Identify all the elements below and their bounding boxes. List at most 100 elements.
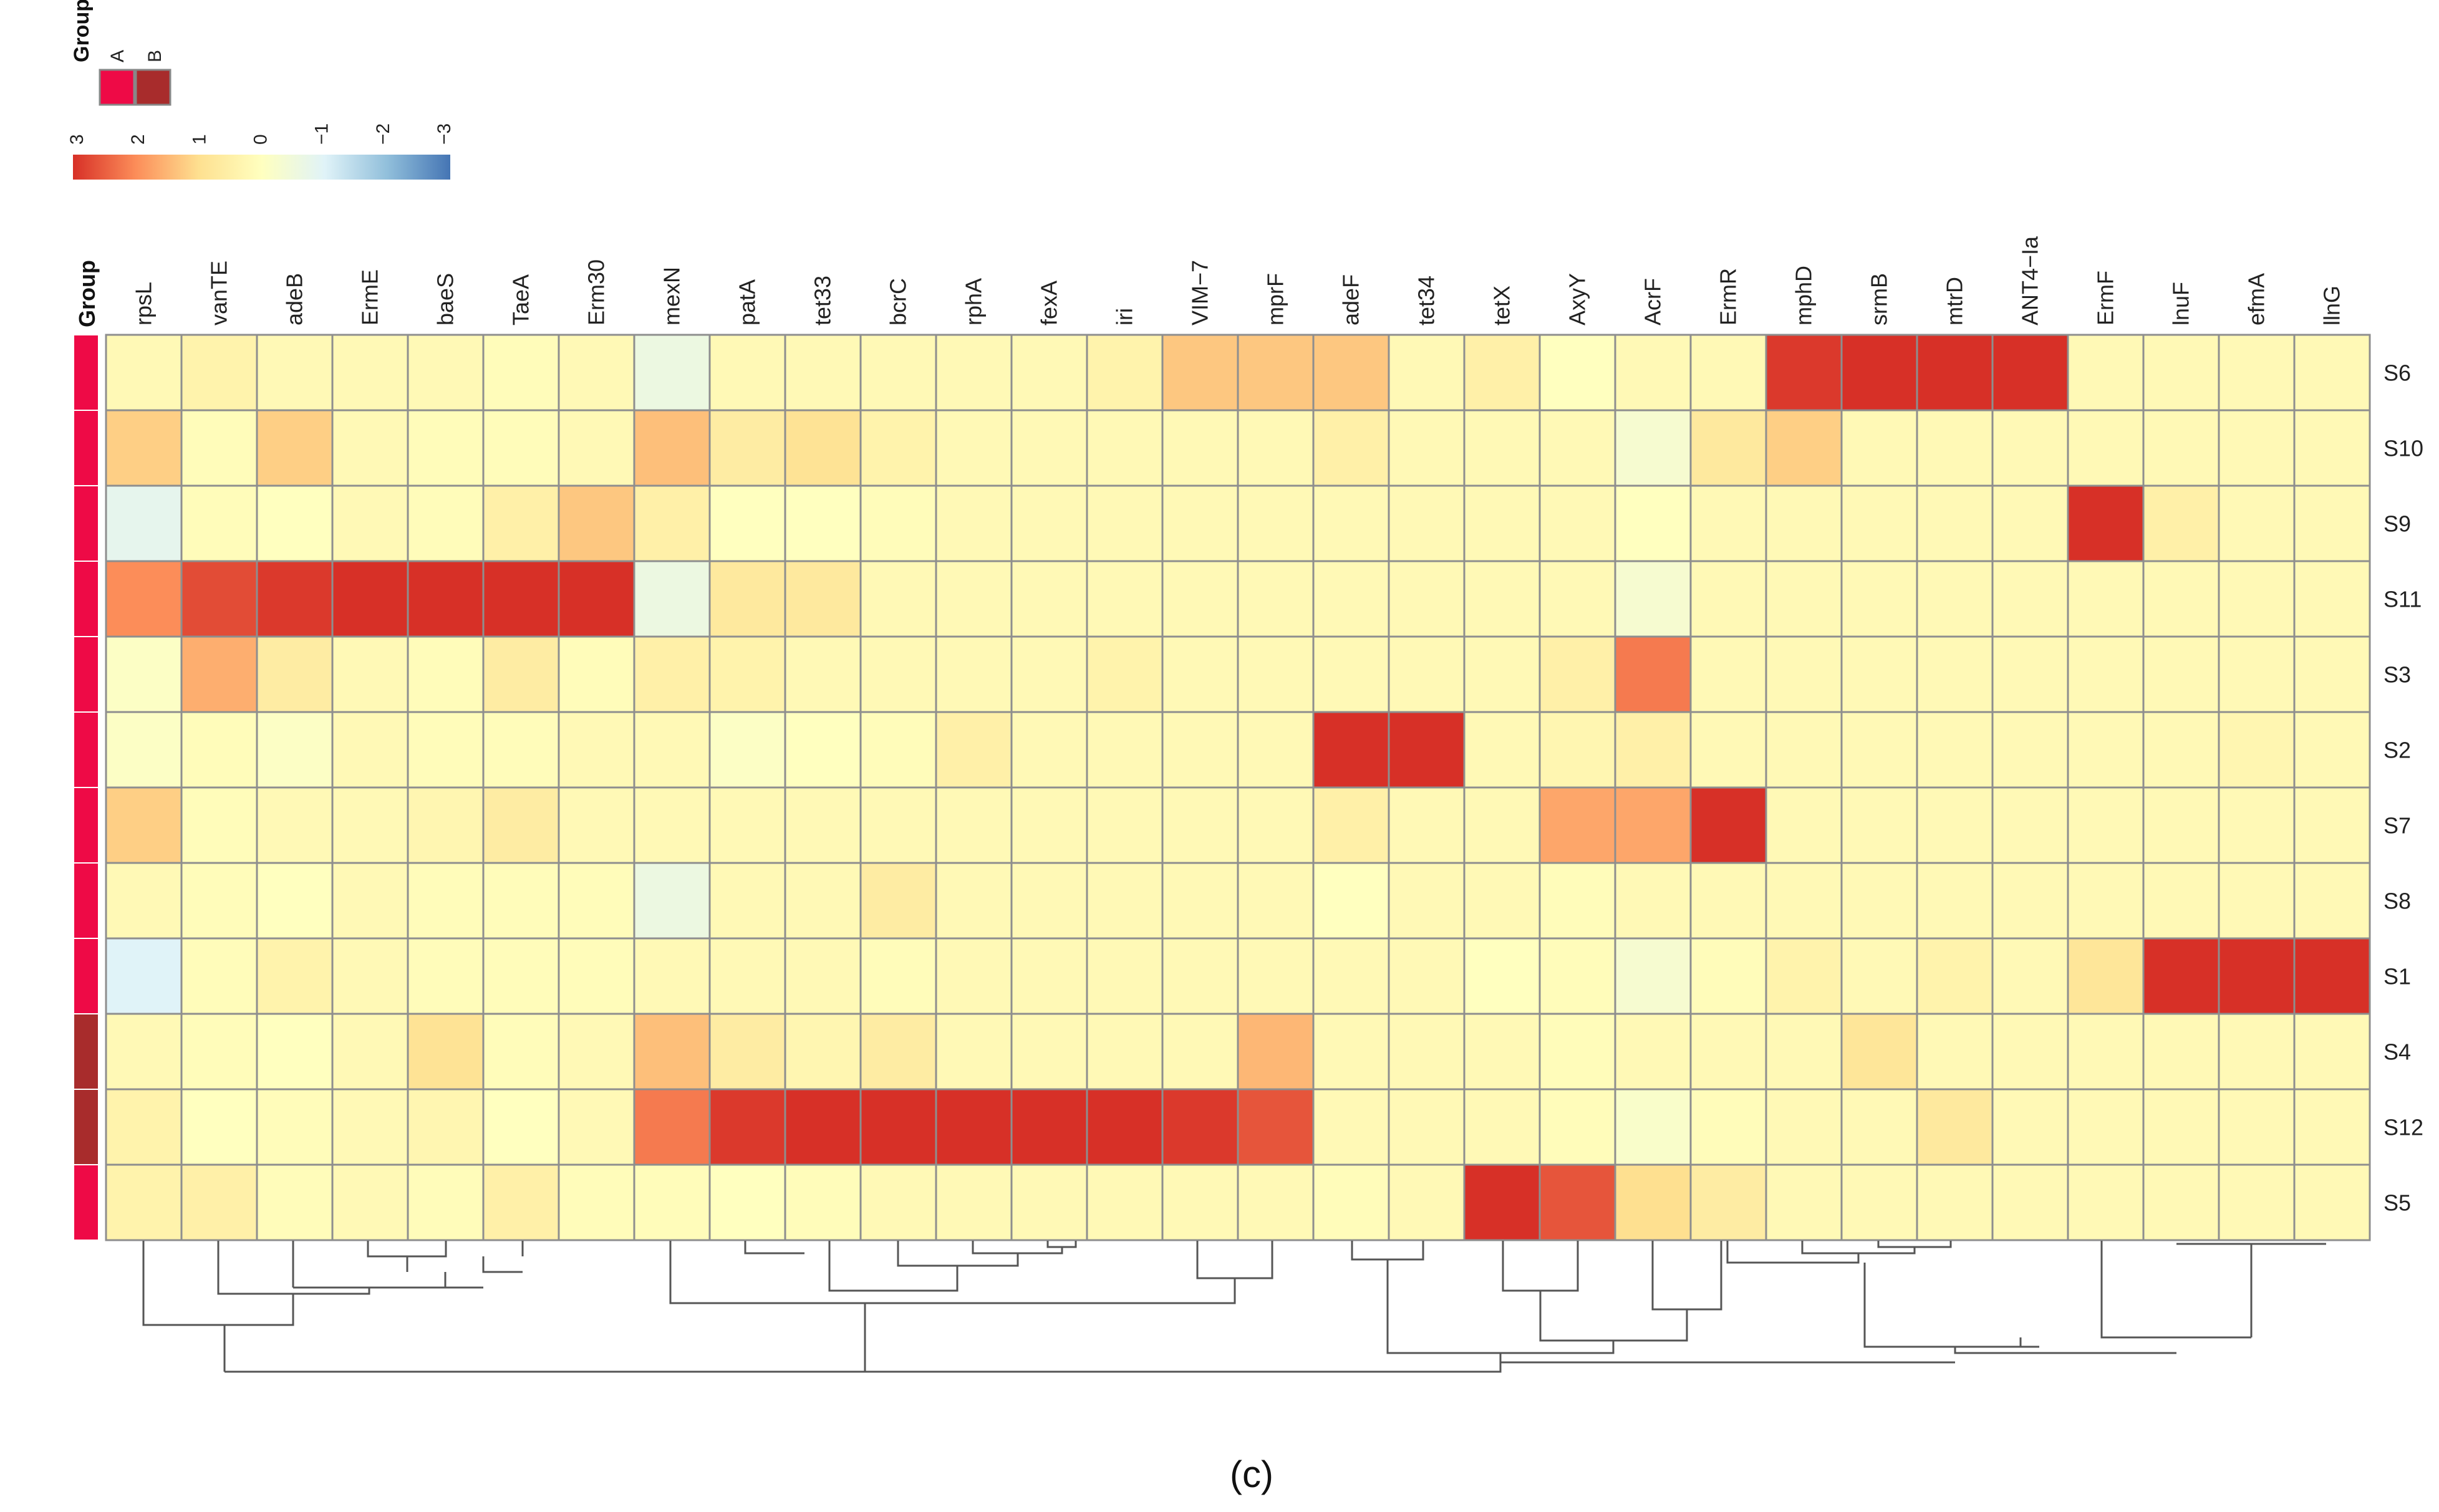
heatmap-cell <box>633 1163 711 1241</box>
group-annotation-cell <box>73 1164 99 1241</box>
heatmap-cell <box>1538 1013 1616 1091</box>
heatmap-cell <box>1916 1163 1994 1241</box>
heatmap-cell <box>2218 334 2296 412</box>
heatmap-cell <box>935 1013 1013 1091</box>
heatmap-cell <box>2293 786 2371 864</box>
heatmap-cell <box>1840 1088 1918 1166</box>
heatmap-cell <box>256 862 334 940</box>
heatmap-cell <box>1010 862 1088 940</box>
heatmap-cell <box>256 1013 334 1091</box>
heatmap-cell <box>1463 711 1541 789</box>
heatmap-cell <box>935 334 1013 412</box>
heatmap-cell <box>1991 937 2069 1015</box>
column-label: rpsL <box>131 282 157 325</box>
row-label: S7 <box>2383 813 2411 839</box>
heatmap-cell <box>1614 409 1692 487</box>
column-label: mtrD <box>1942 277 1968 325</box>
column-label: ErmR <box>1716 268 1741 325</box>
heatmap-cell <box>180 560 258 638</box>
heatmap-cell <box>784 409 862 487</box>
heatmap-cell <box>1312 560 1390 638</box>
heatmap-cell <box>256 635 334 713</box>
heatmap-cell <box>558 409 635 487</box>
heatmap-cell <box>859 334 937 412</box>
heatmap-cell <box>105 334 183 412</box>
heatmap-cell <box>859 1013 937 1091</box>
heatmap-cell <box>1689 1013 1767 1091</box>
heatmap-cell <box>1010 786 1088 864</box>
heatmap-cell <box>1765 334 1843 412</box>
heatmap-cell <box>1463 937 1541 1015</box>
column-label: rphA <box>961 278 987 325</box>
heatmap-cell <box>1765 937 1843 1015</box>
heatmap-cell <box>482 484 560 562</box>
group-legend-title: Group <box>70 0 94 62</box>
heatmap-cell <box>2067 1088 2145 1166</box>
heatmap-cell <box>1312 786 1390 864</box>
heatmap-cell <box>180 711 258 789</box>
heatmap-cell <box>2293 1163 2371 1241</box>
heatmap-cell <box>784 1163 862 1241</box>
heatmap-cell <box>256 786 334 864</box>
heatmap-cell <box>1086 560 1164 638</box>
heatmap-cell <box>1538 1163 1616 1241</box>
heatmap-cell <box>2142 1088 2220 1166</box>
heatmap-cell <box>407 786 485 864</box>
color-scale: 3 2 1 0 −1 −2 −3 <box>67 123 455 180</box>
heatmap-cell <box>1388 1013 1466 1091</box>
heatmap-cell <box>1086 409 1164 487</box>
heatmap-cell <box>1161 1088 1239 1166</box>
heatmap-cell <box>180 1163 258 1241</box>
heatmap-cell <box>1237 937 1315 1015</box>
heatmap-cell <box>256 334 334 412</box>
heatmap-cell <box>180 409 258 487</box>
heatmap-cell <box>2293 484 2371 562</box>
heatmap-cell <box>1689 560 1767 638</box>
heatmap-cell <box>1765 1163 1843 1241</box>
heatmap-cell <box>935 409 1013 487</box>
row-label: S11 <box>2383 587 2422 612</box>
heatmap-cell <box>784 334 862 412</box>
heatmap-cell <box>2142 334 2220 412</box>
heatmap-cell <box>1614 334 1692 412</box>
heatmap-cell <box>1010 635 1088 713</box>
heatmap-cell <box>2067 1013 2145 1091</box>
heatmap-cell <box>1538 484 1616 562</box>
heatmap-cell <box>180 1088 258 1166</box>
heatmap-cell <box>859 937 937 1015</box>
heatmap-cell <box>1614 560 1692 638</box>
heatmap-cell <box>1991 1163 2069 1241</box>
heatmap-cell <box>2218 1088 2296 1166</box>
heatmap-cell <box>1388 409 1466 487</box>
heatmap-cell <box>1614 937 1692 1015</box>
heatmap-cell <box>1689 409 1767 487</box>
group-annotation-cell <box>73 561 99 637</box>
heatmap-cell <box>105 711 183 789</box>
heatmap-cell <box>935 1163 1013 1241</box>
heatmap-cell <box>1312 484 1390 562</box>
heatmap-cell <box>1991 484 2069 562</box>
heatmap-cell <box>935 484 1013 562</box>
heatmap-cell <box>482 409 560 487</box>
group-annotation-cell <box>73 862 99 939</box>
heatmap-cell <box>633 786 711 864</box>
heatmap-cell <box>1840 937 1918 1015</box>
heatmap-cell <box>558 711 635 789</box>
color-scale-tick-label: 2 <box>128 134 148 145</box>
heatmap-cell <box>1916 862 1994 940</box>
heatmap-cell <box>1463 635 1541 713</box>
column-label: adeB <box>282 273 307 325</box>
heatmap-cell <box>1161 560 1239 638</box>
heatmap-cell <box>1689 334 1767 412</box>
heatmap-cell <box>2067 560 2145 638</box>
heatmap-cell <box>1161 786 1239 864</box>
group-annotation-cell <box>73 1089 99 1165</box>
column-dendrogram <box>142 1241 2326 1373</box>
heatmap-cell <box>1086 1163 1164 1241</box>
heatmap-cell <box>1312 409 1390 487</box>
heatmap-cell <box>331 334 409 412</box>
heatmap-cell <box>633 635 711 713</box>
heatmap-cell <box>1538 560 1616 638</box>
row-label: S8 <box>2383 888 2411 914</box>
